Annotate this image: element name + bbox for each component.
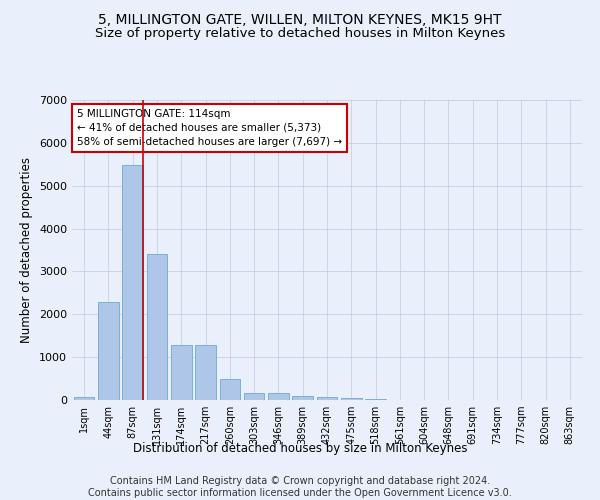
Bar <box>220 379 240 400</box>
Text: 5, MILLINGTON GATE, WILLEN, MILTON KEYNES, MK15 9HT: 5, MILLINGTON GATE, WILLEN, MILTON KEYNE… <box>98 12 502 26</box>
Text: 5 MILLINGTON GATE: 114sqm
← 41% of detached houses are smaller (5,373)
58% of se: 5 MILLINGTON GATE: 114sqm ← 41% of detac… <box>77 109 342 147</box>
Y-axis label: Number of detached properties: Number of detached properties <box>20 157 34 343</box>
Bar <box>268 392 289 400</box>
Text: Size of property relative to detached houses in Milton Keynes: Size of property relative to detached ho… <box>95 28 505 40</box>
Bar <box>122 165 143 400</box>
Bar <box>146 254 167 400</box>
Bar <box>98 302 119 400</box>
Bar <box>317 398 337 400</box>
Bar <box>195 344 216 400</box>
Bar <box>244 392 265 400</box>
Bar <box>292 396 313 400</box>
Bar <box>171 344 191 400</box>
Bar <box>74 398 94 400</box>
Bar <box>341 398 362 400</box>
Bar <box>365 399 386 400</box>
Text: Distribution of detached houses by size in Milton Keynes: Distribution of detached houses by size … <box>133 442 467 455</box>
Text: Contains HM Land Registry data © Crown copyright and database right 2024.
Contai: Contains HM Land Registry data © Crown c… <box>88 476 512 498</box>
